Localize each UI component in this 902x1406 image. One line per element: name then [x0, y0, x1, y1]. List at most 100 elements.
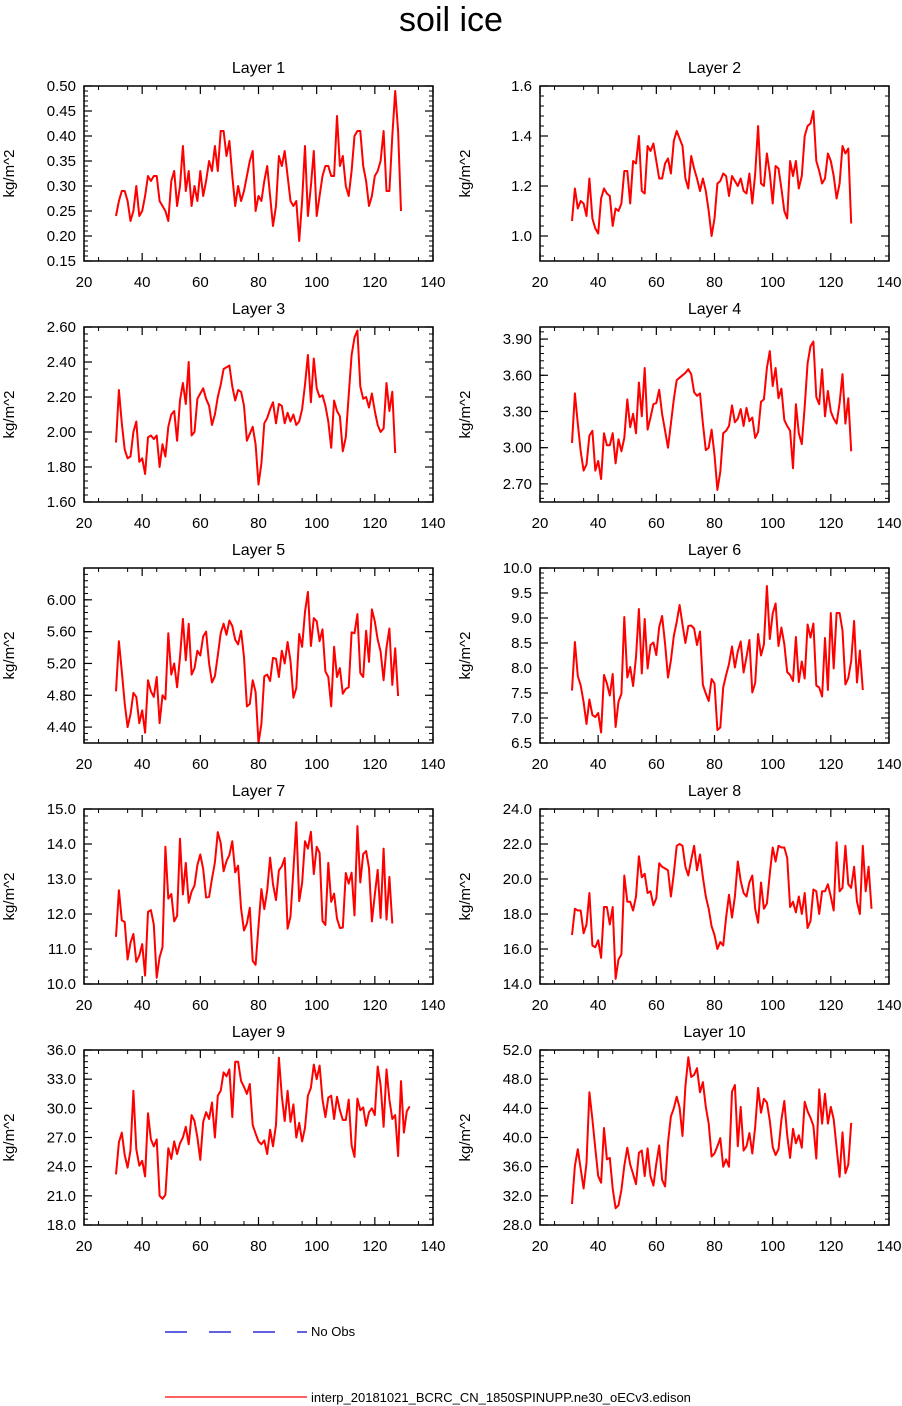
series-line-model — [571, 1056, 853, 1210]
y-tick-label: 0.45 — [47, 103, 76, 120]
x-tick-label: 140 — [876, 997, 901, 1014]
series-line-model — [571, 841, 873, 980]
panel-title: Layer 9 — [232, 1024, 285, 1041]
x-tick-label: 60 — [648, 515, 665, 532]
y-axis-label: kg/m^2 — [1, 632, 18, 680]
y-tick-label: 2.40 — [47, 354, 76, 371]
y-tick-label: 14.0 — [47, 836, 76, 853]
y-tick-label: 7.5 — [511, 685, 532, 702]
x-tick-label: 40 — [590, 756, 607, 773]
x-tick-label: 20 — [76, 756, 93, 773]
x-tick-label: 140 — [420, 1238, 445, 1255]
x-tick-label: 40 — [590, 515, 607, 532]
y-tick-label: 40.0 — [503, 1130, 532, 1147]
y-tick-label: 0.40 — [47, 128, 76, 145]
y-tick-label: 1.80 — [47, 459, 76, 476]
panel-layer-9: Layer 9 kg/m^2 20 40 60 80 100 120 140 18.0 21.0 24… — [1, 1024, 446, 1255]
y-tick-label: 3.60 — [503, 367, 532, 384]
x-tick-label: 60 — [648, 274, 665, 291]
y-tick-label: 20.0 — [503, 871, 532, 888]
x-tick-label: 40 — [134, 274, 151, 291]
x-tick-label: 80 — [250, 997, 267, 1014]
x-tick-label: 100 — [304, 515, 329, 532]
x-tick-label: 140 — [876, 515, 901, 532]
x-tick-label: 40 — [134, 515, 151, 532]
x-tick-label: 20 — [76, 515, 93, 532]
y-tick-label: 7.0 — [511, 710, 532, 727]
legend-model-label: interp_20181021_BCRC_CN_1850SPINUPP.ne30… — [311, 1390, 691, 1405]
plot-frame — [83, 808, 434, 985]
y-tick-label: 2.00 — [47, 424, 76, 441]
series-line-model — [571, 340, 853, 491]
y-tick-label: 27.0 — [47, 1130, 76, 1147]
x-tick-label: 20 — [532, 515, 549, 532]
plot-frame — [539, 326, 890, 503]
x-tick-label: 100 — [304, 997, 329, 1014]
y-axis-label: kg/m^2 — [457, 391, 474, 439]
x-tick-label: 100 — [760, 997, 785, 1014]
panel-title: Layer 10 — [683, 1024, 745, 1041]
y-tick-label: 2.60 — [47, 319, 76, 336]
x-tick-label: 120 — [818, 756, 843, 773]
panel-layer-2: Layer 2 kg/m^2 20 40 60 80 100 120 140 1.0 1.2 1.4 1… — [457, 60, 902, 291]
y-axis-label: kg/m^2 — [1, 391, 18, 439]
panel-title: Layer 3 — [232, 301, 285, 318]
x-tick-label: 40 — [134, 997, 151, 1014]
x-tick-label: 120 — [818, 1238, 843, 1255]
panel-layer-4: Layer 4 kg/m^2 20 40 60 80 100 120 140 2.70 3.00 3.… — [457, 301, 902, 532]
y-tick-label: 18.0 — [503, 906, 532, 923]
series-line-model — [115, 90, 402, 242]
plot-frame — [539, 808, 890, 985]
x-tick-label: 80 — [706, 274, 723, 291]
y-tick-label: 24.0 — [503, 801, 532, 818]
panel-layer-6: Layer 6 kg/m^2 20 40 60 80 100 120 140 6.5 7.0 7.5 8… — [457, 542, 902, 773]
y-axis-label: kg/m^2 — [1, 873, 18, 921]
x-tick-label: 80 — [250, 756, 267, 773]
x-tick-label: 120 — [818, 997, 843, 1014]
x-tick-label: 140 — [876, 274, 901, 291]
x-tick-label: 120 — [362, 756, 387, 773]
y-tick-label: 4.40 — [47, 719, 76, 736]
y-tick-label: 0.20 — [47, 228, 76, 245]
y-tick-label: 1.0 — [511, 228, 532, 245]
panel-title: Layer 7 — [232, 783, 285, 800]
panel-layer-3: Layer 3 kg/m^2 20 40 60 80 100 120 140 1.60 1.80 2.… — [1, 301, 446, 532]
x-tick-label: 100 — [760, 274, 785, 291]
y-axis-label: kg/m^2 — [457, 632, 474, 680]
plot-frame — [539, 1049, 890, 1226]
y-tick-label: 10.0 — [47, 976, 76, 993]
x-tick-label: 60 — [192, 997, 209, 1014]
panel-layer-1: Layer 1 kg/m^2 20 40 60 80 100 120 140 0.15 0.20 0.… — [1, 60, 446, 291]
x-tick-label: 60 — [648, 756, 665, 773]
y-tick-label: 0.25 — [47, 203, 76, 220]
x-tick-label: 140 — [420, 274, 445, 291]
x-tick-label: 120 — [362, 997, 387, 1014]
x-tick-label: 140 — [420, 515, 445, 532]
x-tick-label: 120 — [362, 1238, 387, 1255]
y-tick-label: 0.35 — [47, 153, 76, 170]
x-tick-label: 100 — [304, 274, 329, 291]
x-tick-label: 20 — [532, 756, 549, 773]
x-tick-label: 60 — [192, 1238, 209, 1255]
x-tick-label: 140 — [876, 1238, 901, 1255]
x-tick-label: 60 — [192, 274, 209, 291]
x-tick-label: 60 — [192, 756, 209, 773]
plot-frame — [83, 326, 434, 503]
y-tick-label: 10.0 — [503, 560, 532, 577]
plot-frame — [83, 567, 434, 744]
x-tick-label: 20 — [532, 274, 549, 291]
x-tick-label: 100 — [760, 515, 785, 532]
panel-title: Layer 6 — [688, 542, 741, 559]
panel-layer-8: Layer 8 kg/m^2 20 40 60 80 100 120 140 14.0 16.0 18… — [457, 783, 902, 1014]
panel-layer-10: Layer 10 kg/m^2 20 40 60 80 100 120 140 28.0 32.0 3… — [457, 1024, 902, 1255]
y-tick-label: 1.2 — [511, 178, 532, 195]
y-axis-label: kg/m^2 — [1, 1114, 18, 1162]
plot-frame — [539, 567, 890, 744]
x-tick-label: 140 — [420, 756, 445, 773]
x-tick-label: 80 — [706, 756, 723, 773]
y-tick-label: 6.5 — [511, 735, 532, 752]
y-tick-label: 6.00 — [47, 592, 76, 609]
x-tick-label: 80 — [250, 1238, 267, 1255]
x-tick-label: 60 — [648, 1238, 665, 1255]
